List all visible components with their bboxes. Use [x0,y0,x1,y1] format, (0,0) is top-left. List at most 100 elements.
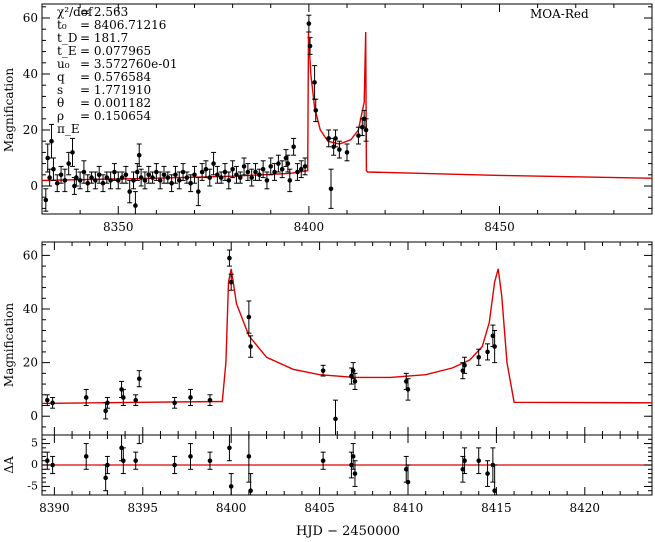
data-marker [492,344,497,349]
data-point [291,137,297,156]
y-tick-label: 60 [23,248,38,262]
data-marker [136,152,142,158]
data-marker [320,368,326,373]
residual-panel: -5 0 5 8390 8395 8400 8405 8410 8415 8420 ΔA HJD … [2,434,653,539]
data-point [211,151,217,176]
data-marker [66,161,71,166]
x-tick-label: 8350 [103,220,134,234]
parameter-value: = 1.771910 [80,83,151,97]
data-marker [196,189,201,194]
data-point [44,394,50,407]
parameter-value: = 0.150654 [80,109,151,123]
data-marker [169,180,174,186]
data-marker [89,175,94,180]
data-point [100,174,106,193]
data-point [485,343,491,361]
data-marker [49,138,54,144]
data-marker [74,175,79,180]
data-marker [352,471,358,476]
data-marker [333,416,338,422]
data-point [207,451,213,470]
data-marker [135,169,140,175]
data-marker [157,178,163,183]
data-marker [462,458,467,464]
data-marker [188,180,193,186]
data-marker [227,445,232,451]
data-marker [326,136,332,141]
data-point [336,140,342,159]
data-marker [333,136,338,141]
data-marker [165,175,171,180]
data-marker [268,164,274,169]
x-tick-label: 8405 [304,501,335,515]
data-point [138,168,144,187]
middle-ylabel: Magnification [2,303,16,387]
y-tick-label: 0 [30,409,38,423]
data-point [96,165,102,184]
model-curve-line [41,268,653,405]
data-marker [192,172,197,178]
data-point [50,157,56,181]
data-marker [47,175,52,180]
data-marker [103,408,108,414]
data-marker [328,186,334,192]
data-marker [50,462,55,468]
middle-data-points [44,249,498,436]
parameter-value: = 181.7 [80,31,128,45]
data-marker [248,488,253,494]
data-point [92,171,98,190]
data-marker [207,175,213,180]
parameter-name: ρ [57,109,64,123]
data-point [218,171,224,184]
data-point [268,157,274,176]
data-marker [138,175,144,180]
parameter-name: π_E [57,122,80,136]
data-marker [218,175,224,180]
data-point [260,160,266,179]
data-point [66,151,72,176]
data-marker [45,397,50,403]
data-point [279,160,285,179]
data-point [136,370,142,388]
dataset-label: MOA-Red [530,7,589,21]
x-tick-label: 8420 [570,501,601,515]
x-tick-label: 8400 [294,220,325,234]
data-marker [105,400,110,406]
data-marker [462,363,467,368]
y-tick-label: 60 [23,11,38,25]
data-point [350,443,356,470]
data-marker [350,454,356,459]
data-marker [337,147,342,152]
data-marker [50,400,55,406]
data-marker [43,197,49,203]
parameter-value: = 3.572760e-01 [80,57,178,71]
x-tick-label: 8390 [39,501,70,515]
data-point [207,394,213,407]
data-marker [93,178,98,183]
middle-panel-frame [41,241,653,436]
data-point [287,168,293,193]
data-point [249,168,255,187]
data-point [214,165,220,184]
data-marker [146,172,152,178]
data-point [81,160,87,184]
data-marker [306,21,312,26]
data-marker [83,395,89,400]
data-marker [105,462,110,468]
data-point [89,171,95,184]
data-marker [180,169,186,175]
data-point [104,455,110,475]
data-marker [172,400,177,406]
data-marker [58,172,64,178]
data-point [62,168,68,193]
data-marker [460,466,466,472]
x-tick-label: 8450 [484,220,515,234]
data-marker [295,169,300,175]
data-point [119,171,125,184]
data-marker [62,178,68,183]
data-marker [492,488,497,494]
data-point [302,157,308,176]
data-marker [272,169,277,175]
data-marker [246,454,252,459]
